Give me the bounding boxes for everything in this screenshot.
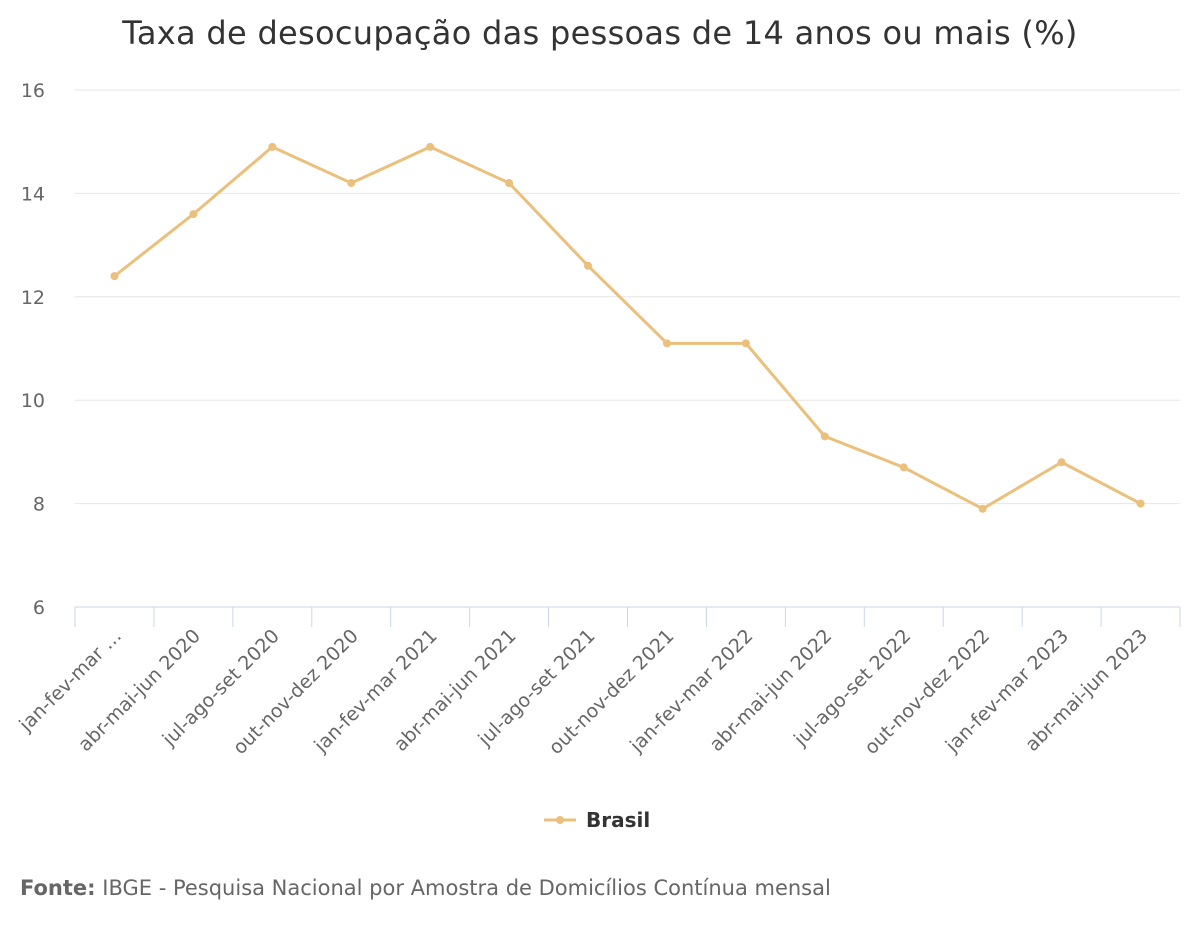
data-point[interactable]	[505, 179, 514, 188]
data-point[interactable]	[426, 142, 435, 151]
data-point[interactable]	[741, 339, 750, 348]
data-point[interactable]	[584, 261, 593, 270]
y-tick-label: 14	[21, 183, 45, 205]
data-point[interactable]	[899, 463, 908, 472]
series-brasil	[110, 142, 1145, 513]
legend-item-brasil: Brasil	[586, 808, 651, 832]
source-note: Fonte: IBGE - Pesquisa Nacional por Amos…	[20, 876, 831, 900]
source-label: Fonte:	[20, 876, 96, 900]
data-point[interactable]	[189, 210, 198, 219]
source-text: IBGE - Pesquisa Nacional por Amostra de …	[102, 876, 831, 900]
x-axis	[74, 606, 1181, 627]
data-point[interactable]	[268, 142, 277, 151]
data-point[interactable]	[110, 272, 119, 281]
y-axis-tick-labels: 6 8 10 12 14 16	[21, 80, 45, 619]
y-tick-label: 16	[21, 80, 45, 102]
y-tick-label: 6	[33, 597, 45, 619]
data-point[interactable]	[347, 179, 356, 188]
data-point[interactable]	[820, 432, 829, 441]
legend-marker-icon	[544, 816, 576, 824]
y-tick-label: 8	[33, 494, 45, 516]
data-point[interactable]	[1136, 499, 1145, 508]
chart-title: Taxa de desocupação das pessoas de 14 an…	[122, 14, 1078, 52]
legend[interactable]: Brasil	[544, 808, 650, 832]
y-tick-label: 12	[21, 287, 45, 309]
data-point[interactable]	[978, 504, 987, 513]
series-line-brasil	[112, 145, 1143, 511]
grid-lines	[75, 89, 1180, 505]
data-point[interactable]	[662, 339, 671, 348]
y-tick-label: 10	[21, 390, 45, 412]
data-point[interactable]	[1057, 458, 1066, 467]
x-axis-tick-labels: jan-fev-mar …abr-mai-jun 2020jul-ago-set…	[14, 625, 1152, 759]
